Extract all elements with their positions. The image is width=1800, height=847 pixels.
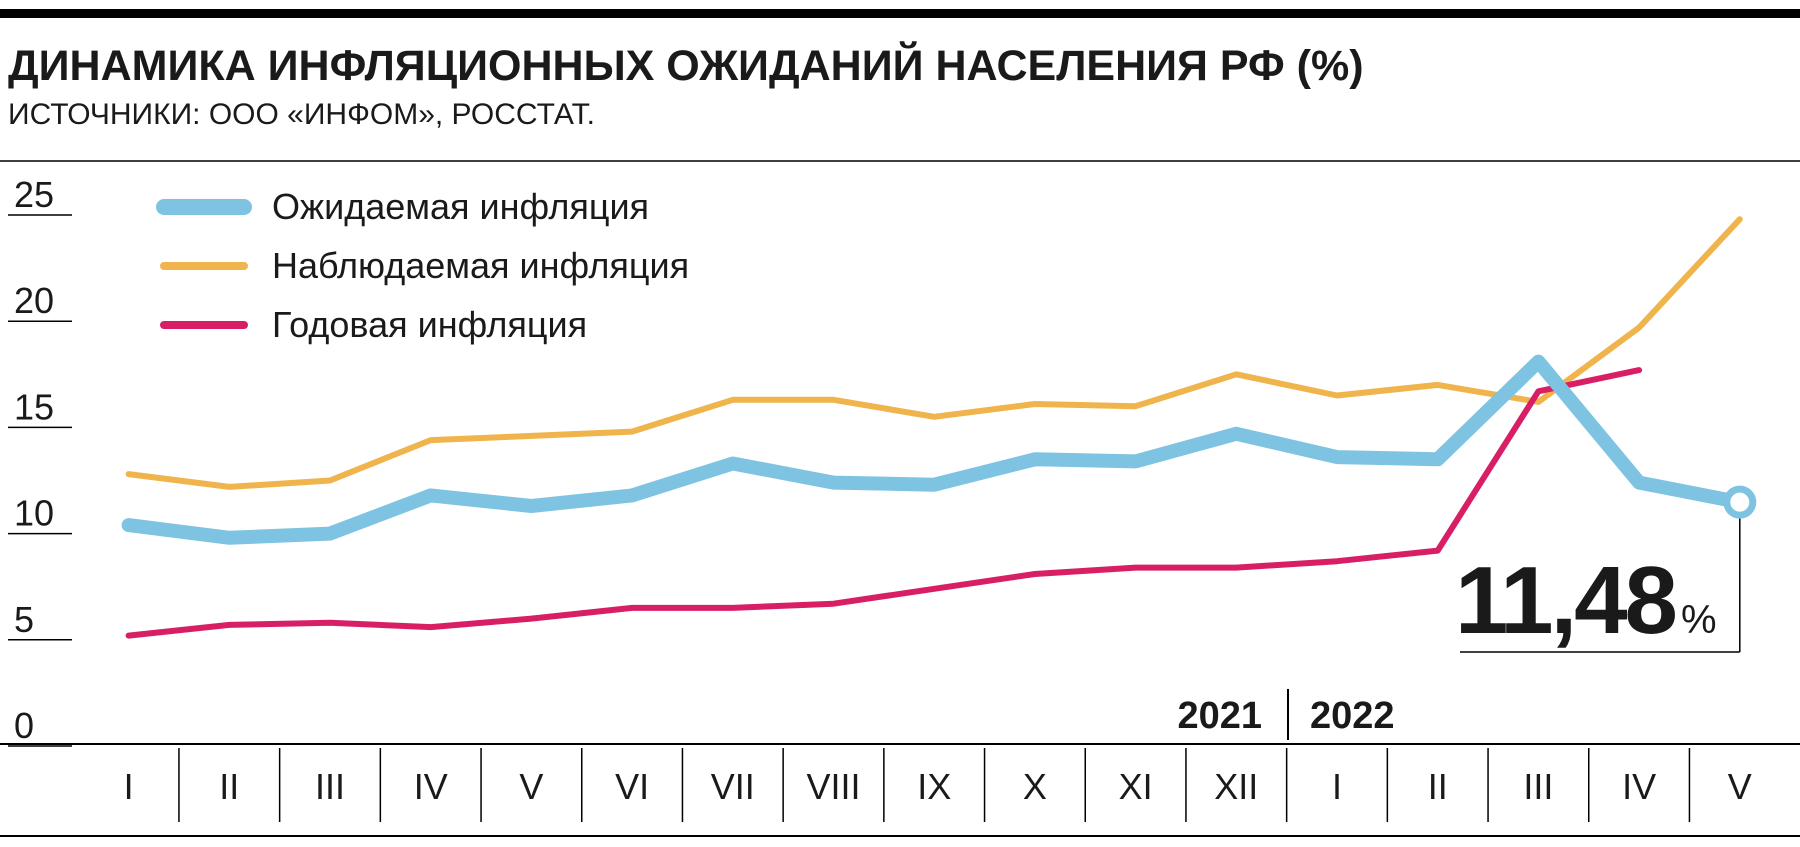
- x-tick-label: I: [124, 766, 134, 807]
- y-tick-label: 0: [14, 705, 34, 746]
- x-tick-label: VII: [711, 766, 755, 807]
- x-tick-label: X: [1023, 766, 1047, 807]
- x-tick-label: XII: [1214, 766, 1258, 807]
- top-bar: [0, 9, 1800, 18]
- year-label: 2021: [1177, 695, 1262, 737]
- legend-label: Наблюдаемая инфляция: [272, 245, 689, 286]
- x-tick-label: II: [219, 766, 239, 807]
- x-tick-label: IV: [1622, 766, 1656, 807]
- y-tick-label: 5: [14, 599, 34, 640]
- y-tick-label: 10: [14, 493, 54, 534]
- y-tick-label: 25: [14, 174, 54, 215]
- x-tick-label: VI: [615, 766, 649, 807]
- annotation-unit: %: [1681, 598, 1716, 642]
- year-label: 2022: [1310, 695, 1395, 737]
- x-tick-label: I: [1332, 766, 1342, 807]
- legend-label: Ожидаемая инфляция: [272, 186, 649, 227]
- annotation-value: 11,48: [1455, 547, 1676, 654]
- series-line: [121, 354, 1747, 545]
- x-tick-label: III: [1523, 766, 1553, 807]
- x-tick-label: III: [315, 766, 345, 807]
- series-line: [125, 216, 1743, 490]
- x-tick-label: VIII: [806, 766, 860, 807]
- end-marker: [1723, 485, 1757, 519]
- legend-label: Годовая инфляция: [272, 304, 587, 345]
- x-tick-label: XI: [1119, 766, 1153, 807]
- x-tick-label: II: [1428, 766, 1448, 807]
- x-tick-label: V: [1728, 766, 1752, 807]
- x-tick-label: IX: [917, 766, 951, 807]
- chart-title: ДИНАМИКА ИНФЛЯЦИОННЫХ ОЖИДАНИЙ НАСЕЛЕНИЯ…: [8, 41, 1364, 90]
- series-line: [125, 367, 1643, 639]
- y-tick-label: 15: [14, 386, 54, 427]
- x-tick-label: V: [519, 766, 543, 807]
- x-tick-label: IV: [414, 766, 448, 807]
- annotation: 11,48%: [1455, 547, 1716, 654]
- y-tick-label: 20: [14, 280, 54, 321]
- chart-subtitle: ИСТОЧНИКИ: ООО «ИНФОМ», РОССТАТ.: [8, 98, 595, 131]
